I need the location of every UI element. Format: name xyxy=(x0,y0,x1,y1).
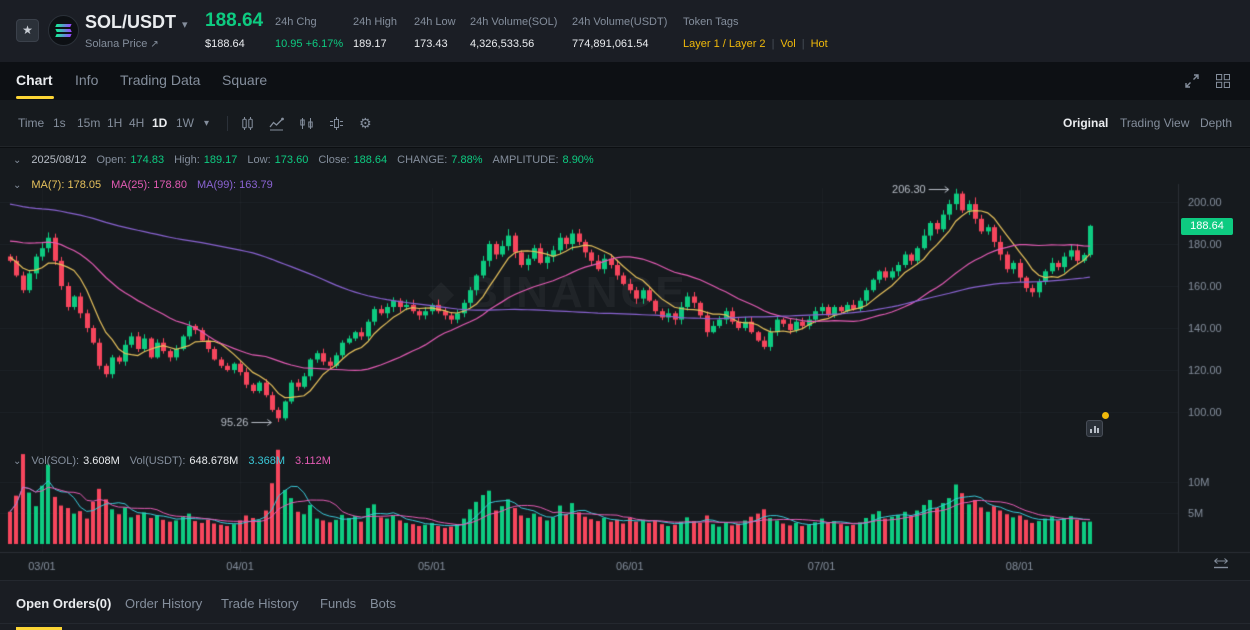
caret-down-icon: ▾ xyxy=(182,19,188,31)
tab-trading-data[interactable]: Trading Data xyxy=(120,72,201,88)
tab-open-orders[interactable]: Open Orders(0) xyxy=(16,596,112,611)
tab-funds[interactable]: Funds xyxy=(320,596,357,611)
last-price: 188.64 xyxy=(205,10,264,31)
ohlc-amplitude: AMPLITUDE: 8.90% xyxy=(492,154,594,166)
ma-info-row: ⌄ MA(7): 178.05 MA(25): 178.80 MA(99): 1… xyxy=(13,179,273,191)
interval-15m[interactable]: 15m xyxy=(77,116,101,130)
chart-toolbar: Time 1s 15m 1H 4H 1D 1W ▾ ⚙ Original Tra… xyxy=(0,100,1250,147)
active-bottom-tab-indicator xyxy=(16,627,62,630)
fullscreen-expand-icon[interactable] xyxy=(1184,73,1200,89)
interval-dropdown-caret-icon[interactable]: ▾ xyxy=(204,118,210,129)
indicators-icon[interactable] xyxy=(269,116,285,132)
ohlc-high: High: 189.17 xyxy=(174,154,238,166)
stat-label: 24h High xyxy=(353,16,398,28)
last-price-usd: $188.64 xyxy=(205,38,245,50)
ohlc-low: Low: 173.60 xyxy=(247,154,309,166)
pair-subtitle-link[interactable]: Solana Price ↗ xyxy=(85,38,159,50)
event-alert-dot[interactable] xyxy=(1102,412,1109,419)
tag-separator: | xyxy=(771,38,775,50)
ohlc-date: 2025/08/12 xyxy=(31,154,87,166)
vol-usdt: Vol(USDT): 648.678M xyxy=(129,455,239,467)
ma7-item: MA(7): 178.05 xyxy=(31,179,102,191)
stat-value: 774,891,061.54 xyxy=(572,38,649,50)
time-axis-scale-icon[interactable] xyxy=(1212,556,1230,570)
pair-selector[interactable]: SOL/USDT ▾ xyxy=(85,12,188,33)
collapse-chevron-icon[interactable]: ⌄ xyxy=(13,179,22,191)
solana-logo xyxy=(48,15,79,46)
interval-1s[interactable]: 1s xyxy=(53,116,66,130)
replay-overlay-icon[interactable] xyxy=(329,116,345,132)
price-volume-canvas[interactable] xyxy=(0,148,1250,580)
tab-trade-history[interactable]: Trade History xyxy=(221,596,299,611)
interval-1d[interactable]: 1D xyxy=(152,116,168,130)
view-original[interactable]: Original xyxy=(1063,116,1109,130)
stat-value: 10.95 +6.17% xyxy=(275,38,344,50)
chart-settings-gear-icon[interactable]: ⚙ xyxy=(359,115,372,131)
favorite-star-button[interactable]: ★ xyxy=(16,19,39,42)
interval-1w[interactable]: 1W xyxy=(176,116,194,130)
page-tabs: Chart Info Trading Data Square xyxy=(0,62,1250,100)
tag-separator: | xyxy=(801,38,805,50)
stat-value: 189.17 xyxy=(353,38,387,50)
market-header: ★ SOL/USDT ▾ Solana Price ↗ 188.64 $188.64… xyxy=(0,0,1250,62)
pair-subtitle: Solana Price xyxy=(85,38,148,50)
collapse-chevron-icon[interactable]: ⌄ xyxy=(13,455,22,467)
ohlc-info-row: ⌄ 2025/08/12 Open: 174.83 High: 189.17 Low… xyxy=(13,154,594,166)
tab-info[interactable]: Info xyxy=(75,72,99,88)
stat-label: 24h Low xyxy=(414,16,456,28)
vol-ma5-value: 3.368M xyxy=(248,455,286,467)
pair-title: SOL/USDT xyxy=(85,12,177,32)
active-tab-indicator xyxy=(16,96,54,99)
stat-value: 4,326,533.56 xyxy=(470,38,535,50)
orders-panel: Open Orders(0) Order History Trade Histo… xyxy=(0,580,1250,630)
vol-ma10-value: 3.112M xyxy=(295,455,331,467)
toolbar-divider xyxy=(227,116,228,131)
vol-sol: Vol(SOL): 3.608M xyxy=(31,455,120,467)
token-tag-hot[interactable]: Hot xyxy=(810,38,828,50)
token-tags-label: Token Tags xyxy=(683,16,739,28)
view-trading-view[interactable]: Trading View xyxy=(1120,116,1190,130)
stat-value: 173.43 xyxy=(414,38,448,50)
panel-divider xyxy=(0,623,1250,624)
token-tag-vol[interactable]: Vol xyxy=(780,38,796,50)
star-icon: ★ xyxy=(22,23,33,37)
ma25-item: MA(25): 178.80 xyxy=(111,179,187,191)
ohlc-open: Open: 174.83 xyxy=(96,154,165,166)
token-tag-layer[interactable]: Layer 1 / Layer 2 xyxy=(683,38,766,50)
ma99-item: MA(99): 163.79 xyxy=(196,179,273,191)
chart-style-icon[interactable] xyxy=(240,116,256,132)
tab-square[interactable]: Square xyxy=(222,72,268,88)
compare-candles-icon[interactable] xyxy=(299,116,315,132)
external-link-icon: ↗ xyxy=(150,39,159,50)
last-price-axis-badge: 188.64 xyxy=(1181,218,1233,235)
view-depth[interactable]: Depth xyxy=(1200,116,1233,130)
stat-label: 24h Chg xyxy=(275,16,317,28)
stat-label: 24h Volume(SOL) xyxy=(470,16,558,28)
collapse-chevron-icon[interactable]: ⌄ xyxy=(13,154,22,166)
time-label: Time xyxy=(18,116,45,130)
event-marker-icon[interactable] xyxy=(1086,420,1103,437)
stat-label: 24h Volume(USDT) xyxy=(572,16,668,28)
tab-bots[interactable]: Bots xyxy=(370,596,397,611)
ohlc-change: CHANGE: 7.88% xyxy=(397,154,483,166)
tab-order-history[interactable]: Order History xyxy=(125,596,203,611)
volume-info-row: ⌄ Vol(SOL): 3.608M Vol(USDT): 648.678M 3.3… xyxy=(13,455,331,467)
tab-chart[interactable]: Chart xyxy=(16,72,53,88)
interval-1h[interactable]: 1H xyxy=(107,116,123,130)
chart-panel: ◆ BINANCE ⌄ 2025/08/12 Open:174.83 High:… xyxy=(0,148,1250,580)
interval-4h[interactable]: 4H xyxy=(129,116,145,130)
ohlc-close: Close: 188.64 xyxy=(318,154,388,166)
layout-grid-icon[interactable] xyxy=(1215,73,1231,89)
